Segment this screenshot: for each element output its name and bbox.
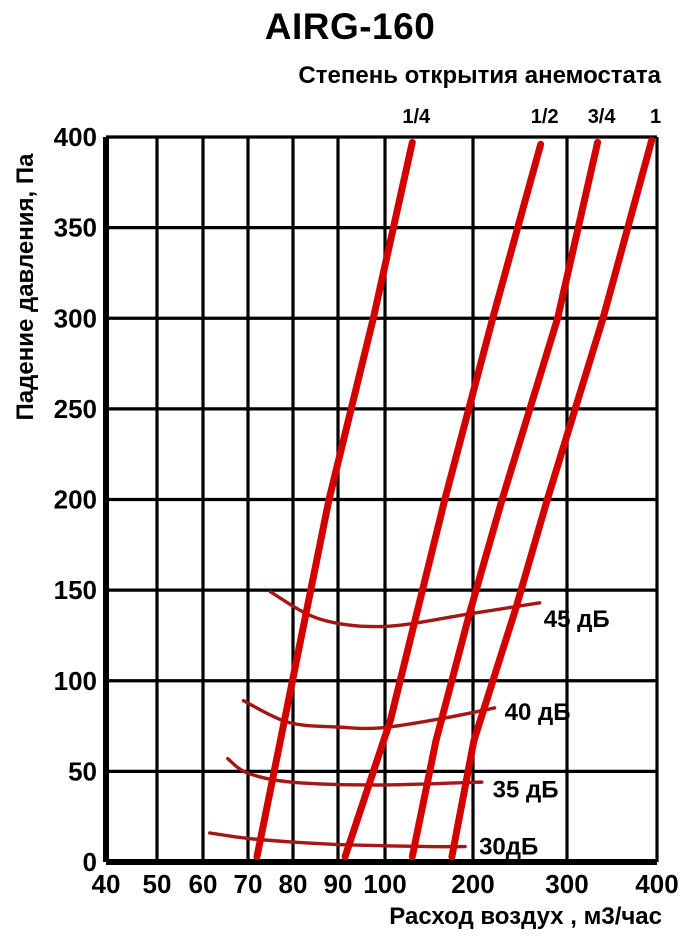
y-tick-label-0: 0 [83,847,97,877]
y-tick-label-400: 400 [54,122,97,152]
opening-line-0 [253,138,416,861]
x-tick-label-100: 100 [363,869,406,899]
y-tick-label-250: 250 [54,394,97,424]
x-tick-label-40: 40 [92,869,121,899]
x-tick-label-70: 70 [234,869,263,899]
opening-label-1: 1/2 [531,106,559,128]
noise-label-2: 35 дБ [493,776,559,803]
y-tick-label-150: 150 [54,575,97,605]
chart-title: AIRG-160 [264,6,436,47]
opening-line-3 [448,137,656,861]
x-tick-label-60: 60 [189,869,218,899]
noise-label-0: 45 дБ [544,606,610,633]
x-tick-label-80: 80 [279,869,308,899]
chart-subtitle: Степень открытия анемостата [298,62,661,89]
x-tick-label-400: 400 [635,869,678,899]
y-tick-label-200: 200 [54,485,97,515]
opening-line-1 [341,140,545,861]
x-axis-title: Расход воздух , м3/час [389,903,662,930]
x-tick-label-200: 200 [451,869,494,899]
y-tick-label-100: 100 [54,666,97,696]
x-tick-label-300: 300 [545,869,588,899]
opening-line-2 [408,138,602,861]
x-tick-label-90: 90 [324,869,353,899]
opening-label-2: 3/4 [588,106,617,128]
x-tick-label-50: 50 [143,869,172,899]
opening-label-3: 1 [650,106,661,128]
noise-curve-2 [226,756,484,787]
noise-label-3: 30дБ [479,834,538,861]
y-tick-label-50: 50 [68,756,97,786]
opening-label-0: 1/4 [402,106,431,128]
y-tick-label-300: 300 [54,303,97,333]
noise-label-1: 40 дБ [505,699,571,726]
noise-curve-3 [208,831,467,849]
y-tick-label-350: 350 [54,213,97,243]
